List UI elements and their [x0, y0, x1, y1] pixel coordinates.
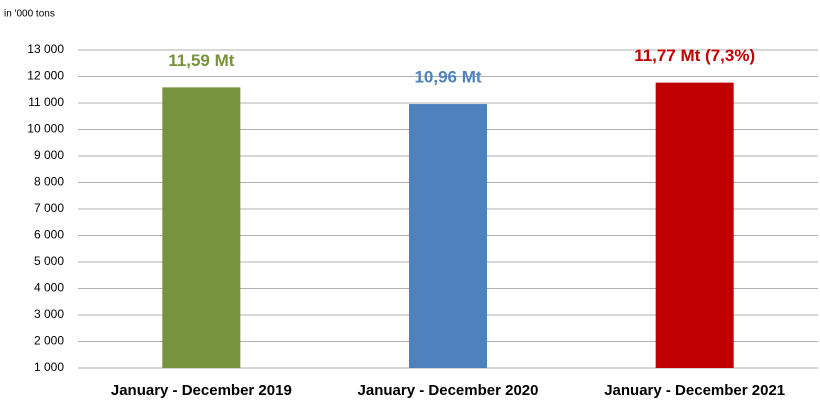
y-tick-label: 12 000	[27, 69, 64, 83]
y-tick-label: 6 000	[34, 228, 64, 242]
y-tick-label: 2 000	[34, 334, 64, 348]
y-tick-label: 11 000	[28, 95, 64, 109]
value-label: 11,77 Mt (7,3%)	[634, 46, 755, 65]
y-tick-label: 3 000	[34, 307, 64, 321]
value-label: 11,59 Mt	[168, 51, 234, 70]
y-tick-label: 13 000	[27, 42, 64, 56]
y-tick-label: 7 000	[34, 201, 64, 215]
bar	[655, 82, 734, 368]
y-tick-label: 10 000	[27, 122, 64, 136]
y-tick-label: 1 000	[34, 360, 64, 374]
y-tick-label: 9 000	[34, 148, 64, 162]
bar	[409, 104, 487, 368]
x-tick-label: January - December 2019	[111, 382, 292, 399]
value-label: 10,96 Mt	[414, 68, 481, 87]
x-tick-label: January - December 2020	[358, 382, 539, 399]
x-tick-label: January - December 2021	[604, 382, 785, 399]
bar	[162, 87, 241, 369]
y-tick-label: 5 000	[34, 254, 64, 268]
y-axis-label: in '000 tons	[4, 9, 55, 20]
y-tick-label: 4 000	[34, 281, 64, 295]
y-tick-label: 8 000	[34, 175, 64, 189]
